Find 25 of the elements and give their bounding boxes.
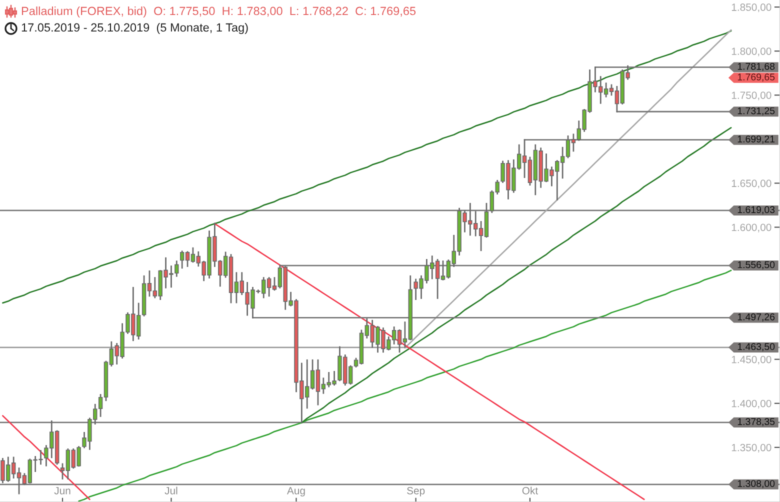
y-tick-label: 1.350,00 [732, 444, 772, 453]
x-tick-label: Sep [407, 486, 425, 496]
y-tick-label: 1.450,00 [732, 356, 772, 364]
series-label: 1.731,25 [738, 107, 775, 116]
series-label: 1.556,50 [738, 261, 775, 270]
series-label: 1.781,68 [738, 62, 775, 71]
text: Palladium (FOREX, bid) O: 1.775,50 H: 1.783,00 L: 1.768,22 C: 1.769,65 [22, 6, 416, 18]
series-label: 1.497,26 [738, 313, 775, 322]
y-tick-label: 1.650,00 [732, 180, 772, 188]
x-tick-label: Jul [164, 486, 178, 494]
x-tick-label: Jun [54, 487, 70, 494]
text: 1.769,65 [738, 74, 775, 82]
y-tick-label: 1.800,00 [732, 48, 772, 56]
x-tick-label: Aug [286, 487, 305, 496]
series-label: 1.699,21 [738, 136, 775, 144]
ref-line-label: 1.308,00 [738, 480, 775, 488]
y-tick-label: 1.400,00 [732, 400, 772, 408]
ref-line-label: 1.619,03 [738, 206, 775, 214]
ref-line-label: 1.378,35 [738, 418, 775, 426]
x-tick-label: Okt [522, 486, 538, 494]
y-tick-label: 1.600,00 [732, 224, 772, 232]
y-tick-label: 1.850,00 [732, 4, 772, 12]
text: 17.05.2019 - 25.10.2019 (5 Monate, 1 Tag) [22, 23, 248, 34]
y-tick-label: 1.750,00 [732, 92, 772, 100]
ref-line-label: 1.463,50 [738, 343, 775, 352]
